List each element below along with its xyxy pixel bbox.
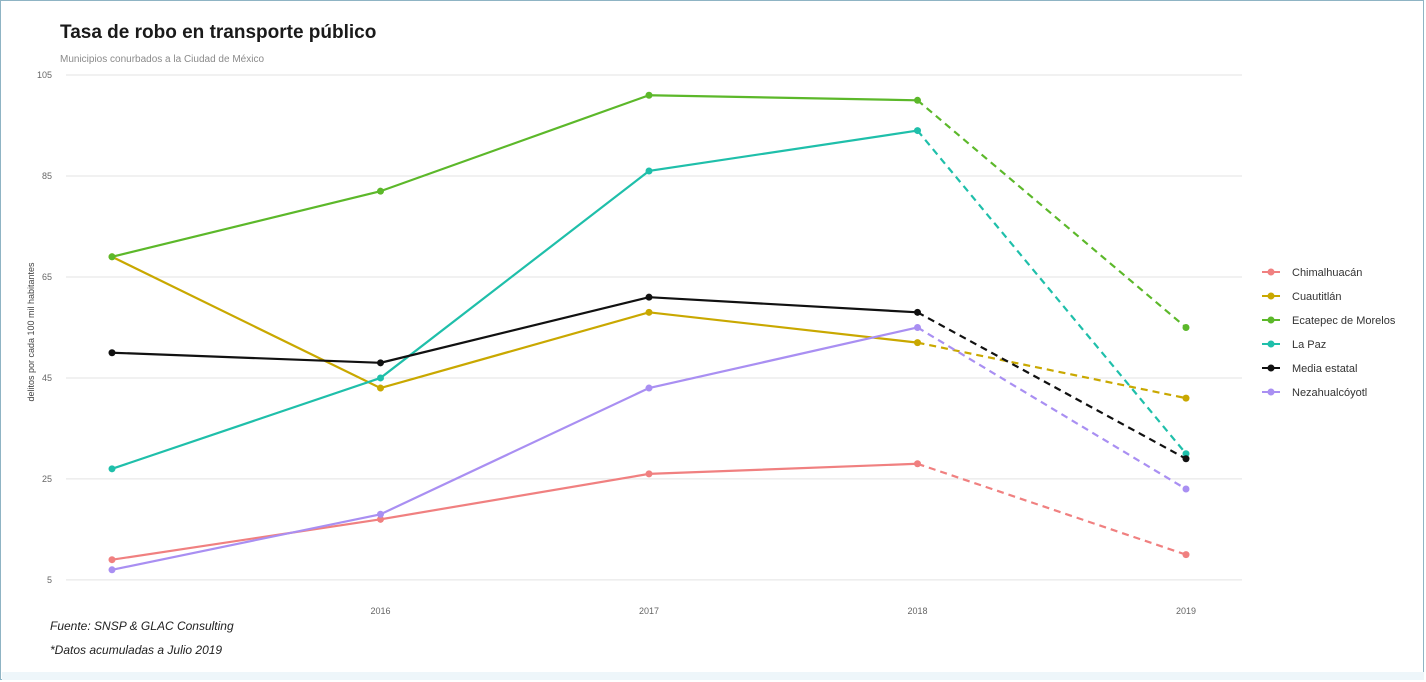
series-line-dashed-4 [916,311,1187,460]
data-point-4-2 [645,293,653,301]
x-tick-label-1: 2016 [370,606,390,616]
data-point-5-0 [108,566,116,574]
grid-lines [66,74,1242,581]
data-point-4-0 [108,349,116,357]
series-line-dashed-3 [916,129,1187,455]
legend: Chimalhuacán Cuautitlán Ecatepec de Morelo… [1262,267,1396,399]
data-point-2-1 [377,187,384,195]
series-line-dashed-1 [917,341,1187,400]
series-line-dashed-0 [917,462,1187,556]
legend-marker-1 [1267,292,1275,300]
series-line-1 [111,255,918,390]
series-line-dashed-5 [916,326,1187,490]
data-point-0-2 [645,470,653,478]
chart-title: Tasa de robo en transporte público [60,22,377,43]
data-point-0-1 [377,515,384,523]
legend-label-2: Ecatepec de Morelos [1292,315,1396,327]
data-point-1-4 [1182,394,1190,402]
data-point-1-1 [377,384,384,392]
legend-marker-0 [1267,268,1275,276]
data-point-2-2 [645,91,653,99]
data-point-5-4 [1182,485,1190,493]
y-tick-label-4: 85 [42,171,52,181]
source-note: Fuente: SNSP & GLAC Consulting [50,619,234,633]
data-point-0-4 [1182,551,1190,559]
legend-label-4: Media estatal [1292,363,1357,375]
legend-label-3: La Paz [1292,339,1326,351]
data-point-5-1 [377,510,384,518]
chart-subtitle: Municipios conurbados a la Ciudad de Méx… [60,54,265,65]
legend-label-1: Cuautitlán [1292,291,1342,303]
data-point-5-3 [914,323,921,331]
series-line-dashed-2 [916,99,1187,329]
series-line-2 [111,94,918,258]
data-point-2-0 [108,253,116,261]
x-tick-label-3: 2018 [907,606,927,616]
data-point-4-4 [1182,455,1190,463]
legend-marker-3 [1267,340,1275,348]
y-tick-label-0: 5 [47,575,52,585]
y-tick-label-3: 65 [42,272,52,282]
data-point-3-1 [377,374,384,382]
data-point-3-2 [645,167,653,175]
data-point-4-1 [377,359,384,367]
series-lines [111,94,1187,571]
data-point-0-3 [914,460,921,468]
data-point-4-3 [914,308,921,316]
series-line-4 [111,296,918,364]
x-tick-label-4: 2019 [1176,606,1196,616]
data-point-2-3 [914,96,921,104]
y-tick-label-2: 45 [42,373,52,383]
data-point-3-4 [1182,450,1190,458]
legend-marker-2 [1267,316,1275,324]
data-point-2-4 [1182,323,1190,331]
y-tick-label-1: 25 [42,474,52,484]
data-point-0-0 [108,556,116,564]
data-point-5-2 [645,384,653,392]
y-tick-label-5: 105 [37,70,52,80]
series-points [108,91,1190,574]
series-line-5 [111,326,918,571]
legend-marker-4 [1267,364,1275,372]
y-tick-labels: 5 25 45 65 85 105 [37,70,52,585]
legend-marker-5 [1267,388,1275,396]
legend-label-5: Nezahualcóyotl [1292,387,1367,399]
y-axis-label: delitos por cada 100 mil habitantes [26,262,36,402]
x-tick-label-2: 2017 [639,606,659,616]
data-note: *Datos acumuladas a Julio 2019 [50,643,223,657]
series-line-0 [111,462,918,561]
data-point-1-2 [645,308,653,316]
data-point-3-3 [914,127,921,135]
bottom-band [2,672,1424,680]
data-point-1-3 [914,339,921,347]
series-line-3 [111,129,918,470]
x-tick-labels: 2016 2017 2018 2019 [370,606,1196,616]
legend-label-0: Chimalhuacán [1292,267,1362,279]
data-point-3-0 [108,465,116,473]
